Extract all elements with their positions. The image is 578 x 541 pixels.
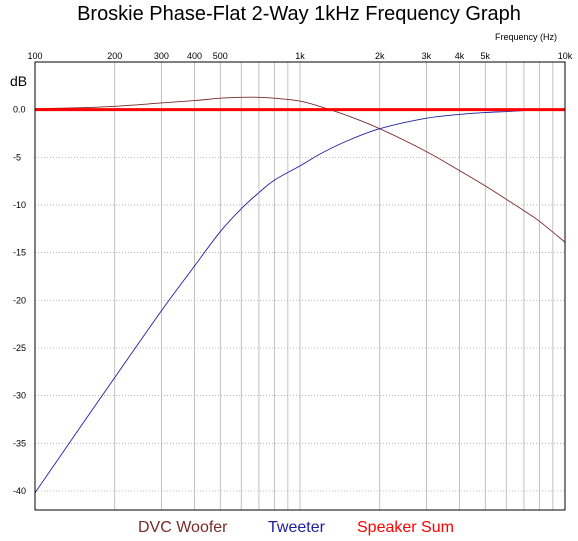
x-tick-label: 2k xyxy=(375,51,385,61)
legend-item-tweeter: Tweeter xyxy=(268,519,326,536)
x-tick-label: 200 xyxy=(107,51,122,61)
y-tick-label: -10 xyxy=(13,200,26,210)
y-tick-label: -20 xyxy=(13,295,26,305)
y-tick-label: -40 xyxy=(13,486,26,496)
legend-item-dvc-woofer: DVC Woofer xyxy=(138,519,228,536)
chart-title: Broskie Phase-Flat 2-Way 1kHz Frequency … xyxy=(77,3,521,25)
x-tick-label: 100 xyxy=(27,51,42,61)
y-tick-label: -35 xyxy=(13,438,26,448)
y-tick-label: 0.0 xyxy=(13,105,26,115)
y-axis-label: dB xyxy=(10,73,27,89)
legend-item-speaker-sum: Speaker Sum xyxy=(357,519,454,536)
x-tick-label: 4k xyxy=(455,51,465,61)
series-line-dvc-woofer xyxy=(34,96,566,243)
x-tick-label: 3k xyxy=(422,51,432,61)
x-tick-label: 1k xyxy=(295,51,305,61)
legend: DVC Woofer Tweeter Speaker Sum xyxy=(138,519,454,536)
grid-layer xyxy=(35,62,565,510)
series-layer xyxy=(34,96,566,494)
y-tick-label: -15 xyxy=(13,248,26,258)
x-tick-label: 400 xyxy=(187,51,202,61)
y-tick-label: -25 xyxy=(13,343,26,353)
x-tick-label: 10k xyxy=(558,51,573,61)
x-axis-label: Frequency (Hz) xyxy=(495,32,557,42)
x-tick-label: 500 xyxy=(213,51,228,61)
x-tick-label: 300 xyxy=(154,51,169,61)
x-tick-label: 5k xyxy=(480,51,490,61)
y-tick-label: -5 xyxy=(13,152,21,162)
tick-label-layer: 100 200 300 400 500 1k 2k 3k 4k 5k 10k 0.0 -5 -10 -15 -… xyxy=(13,51,573,496)
plot-frame xyxy=(34,61,566,511)
y-tick-label: -30 xyxy=(13,391,26,401)
series-line-tweeter xyxy=(34,109,566,494)
